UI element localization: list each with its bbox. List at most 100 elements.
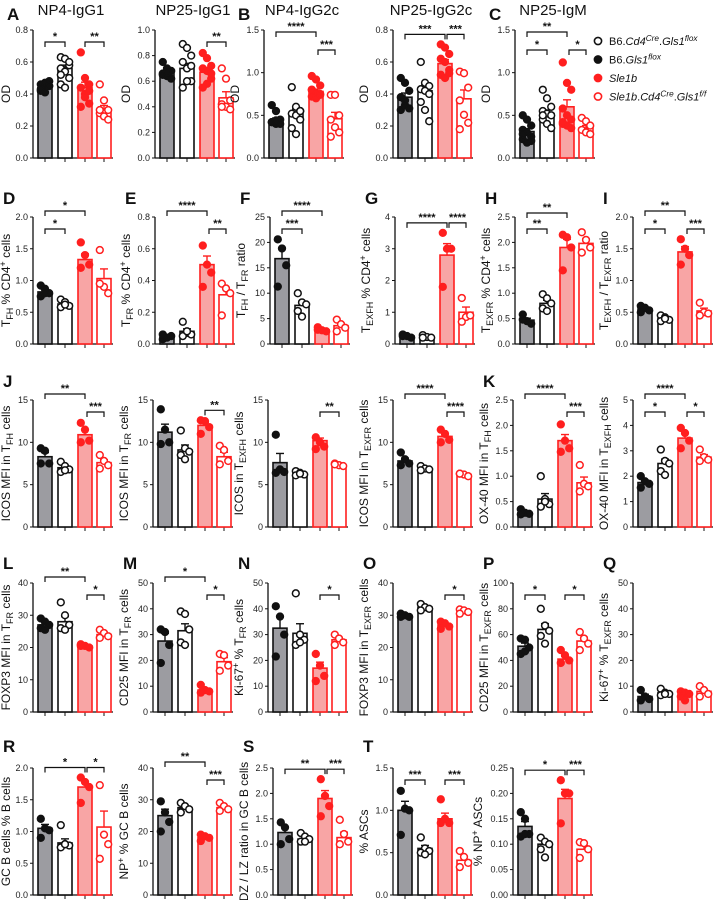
data-point — [459, 110, 469, 119]
significance-label: * — [693, 401, 698, 413]
significance-bracket — [568, 49, 587, 55]
data-point — [176, 808, 185, 817]
panel-letter: B — [238, 5, 250, 24]
data-point — [76, 238, 85, 247]
y-tick-label: 0.0 — [375, 153, 388, 163]
y-tick-label: 0.4 — [137, 276, 150, 286]
label-segment: / T — [597, 281, 611, 299]
data-point — [704, 455, 713, 464]
y-tick-label: 10 — [253, 437, 263, 447]
data-point — [224, 456, 233, 466]
significance-label: *** — [689, 218, 703, 230]
label-segment: ratio — [234, 243, 248, 270]
data-point — [80, 425, 90, 434]
data-point — [226, 105, 235, 114]
data-point — [400, 78, 410, 87]
data-point — [178, 57, 187, 67]
y-tick-label: 0.0 — [615, 339, 628, 349]
label-segment: cells — [232, 599, 246, 626]
panel-title: NP25-IgM — [519, 2, 587, 19]
y-tick-label: 1 — [623, 497, 628, 507]
label-segment: ICOS MFI in T — [0, 444, 13, 521]
panel-O-20: O 0 10 20 30 40 FOXP3 MFI in TEXFR cells * — [357, 554, 473, 717]
data-point — [104, 840, 113, 849]
significance-bracket — [524, 594, 546, 600]
data-point — [178, 317, 187, 326]
significance-label: ** — [301, 758, 310, 770]
y-tick-label: 3 — [623, 446, 628, 456]
label-segment: EXFH — [365, 302, 375, 326]
y-tick-label: 10 — [18, 675, 28, 685]
label-segment: + — [118, 261, 128, 266]
data-point — [104, 105, 113, 115]
data-point — [271, 468, 280, 477]
label-segment: Sle1b — [609, 92, 637, 104]
bar-group-3 — [96, 633, 112, 713]
data-point — [565, 444, 574, 453]
label-segment: FR — [5, 611, 15, 623]
significance-bracket — [326, 768, 345, 775]
legend-label: Sle1b — [609, 73, 637, 85]
label-segment: CD25 MFI in T — [117, 628, 131, 706]
data-point — [416, 606, 425, 615]
y-tick-label: 40 — [18, 578, 28, 588]
data-point — [645, 479, 654, 488]
bar-group-1 — [57, 620, 73, 713]
significance-label: * — [63, 757, 68, 769]
label-segment: + — [116, 858, 126, 863]
data-point — [300, 837, 310, 846]
y-tick-label: 0.0 — [497, 339, 510, 349]
bar-group-1 — [57, 466, 73, 528]
data-point — [436, 624, 445, 633]
bar-group-2 — [559, 246, 575, 345]
label-segment: T — [119, 319, 133, 327]
y-tick-label: 0.5 — [497, 110, 510, 120]
significance-label: *** — [209, 769, 223, 781]
data-point — [311, 649, 320, 659]
data-point — [335, 840, 344, 849]
significance-label: ** — [90, 31, 99, 43]
y-tick-label: 0 — [385, 339, 390, 349]
data-point — [320, 791, 330, 801]
significance-label: * — [575, 39, 580, 51]
data-point — [445, 818, 454, 828]
data-point — [330, 123, 340, 132]
y-tick-label: 2 — [385, 276, 390, 286]
panel-M-18: M 0 10 20 30 40 50 CD25 MFI in TFR cells * * — [117, 554, 233, 717]
data-point — [271, 652, 280, 661]
data-point — [396, 612, 405, 622]
panel-letter: E — [125, 189, 136, 208]
y-tick-label: 1.5 — [246, 25, 259, 35]
significance-label: ** — [61, 383, 70, 395]
y-tick-label: 2.0 — [255, 788, 268, 798]
y-axis-label: OX-40 MFI in TEXFH cells — [597, 397, 613, 530]
legend-marker-filled-black — [593, 55, 603, 64]
significance-bracket — [208, 228, 227, 234]
significance-label: *** — [329, 758, 343, 770]
significance-bracket — [524, 769, 566, 776]
data-point — [330, 460, 339, 469]
y-tick-label: 2.0 — [615, 212, 628, 222]
y-axis-label: TEXFH / TEXFR ratio — [597, 231, 613, 331]
data-point — [99, 96, 109, 105]
data-point — [527, 319, 536, 328]
y-tick-label: 0.4 — [15, 89, 28, 99]
y-tick-label: 50 — [138, 578, 148, 588]
label-segment: EXFR — [363, 426, 373, 451]
y-axis-label: OX-40 MFI in TFH cells — [477, 403, 493, 524]
y-tick-label: 0 — [503, 707, 508, 717]
y-tick-label: 10 — [253, 681, 263, 691]
significance-label: ** — [181, 751, 190, 763]
y-tick-label: 10 — [138, 858, 148, 868]
data-point — [538, 111, 547, 120]
data-point — [65, 57, 74, 67]
legend-marker-filled-red — [593, 73, 603, 83]
panel-D-5: D 0.0 0.5 1.0 1.5 2.0 TFH % CD4+ cells * * — [0, 189, 113, 349]
y-axis-label: TFR % CD4+ cells — [118, 234, 135, 327]
data-point — [302, 300, 311, 309]
panel--12: 0 5 10 15 ICOS MFI in TFR cells ** — [117, 395, 233, 532]
data-point — [520, 647, 530, 656]
label-segment: EXFR — [603, 620, 613, 645]
panel-letter: D — [3, 189, 15, 208]
data-point — [562, 78, 572, 88]
